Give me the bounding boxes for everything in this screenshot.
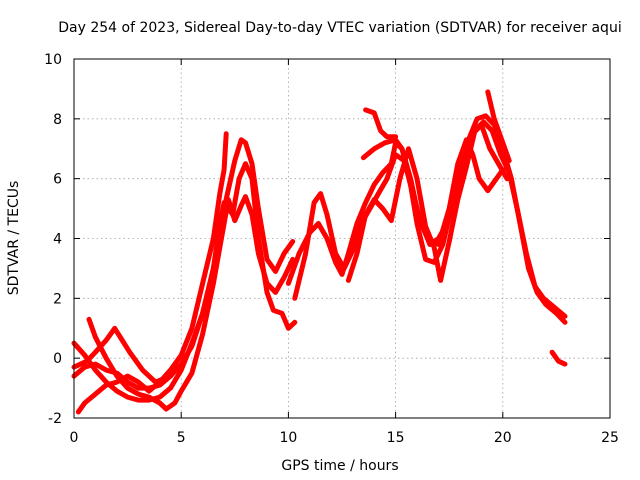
- x-tick-label: 20: [494, 430, 512, 446]
- series-line-satellite-track-5: [71, 325, 173, 385]
- axis-ticks: 0 5 10 15 20 25 -2 0 2 4 6 8 10: [44, 52, 619, 446]
- y-tick-label: 8: [53, 112, 62, 128]
- y-tick-label: 4: [53, 232, 62, 248]
- x-tick-label: 25: [601, 430, 619, 446]
- x-tick-label: 15: [387, 430, 405, 446]
- series-line-satellite-track-4: [75, 131, 229, 415]
- series-line-satellite-track-8: [345, 119, 568, 319]
- y-tick-label: 2: [53, 291, 62, 307]
- data-series-group: [71, 89, 568, 415]
- x-tick-label: 10: [279, 430, 297, 446]
- y-tick-label: -2: [48, 411, 62, 427]
- series-line-satellite-track-3: [86, 194, 296, 412]
- y-tick-label: 10: [44, 52, 62, 68]
- series-line-satellite-track-2: [71, 161, 298, 403]
- series-line-satellite-track-13: [549, 349, 568, 367]
- y-tick-label: 0: [53, 351, 62, 367]
- x-tick-label: 0: [70, 430, 79, 446]
- chart-title: Day 254 of 2023, Sidereal Day-to-day VTE…: [58, 20, 621, 36]
- x-tick-label: 5: [177, 430, 186, 446]
- series-line-satellite-track-12: [485, 89, 512, 164]
- series-line-satellite-track-11: [414, 137, 506, 247]
- series-line-satellite-track-9: [360, 137, 420, 212]
- y-axis-label: SDTVAR / TECUs: [6, 181, 22, 296]
- series-line-satellite-track-10: [363, 107, 399, 140]
- y-tick-label: 6: [53, 172, 62, 188]
- grid-lines: [74, 59, 610, 418]
- x-axis-label: GPS time / hours: [281, 458, 398, 474]
